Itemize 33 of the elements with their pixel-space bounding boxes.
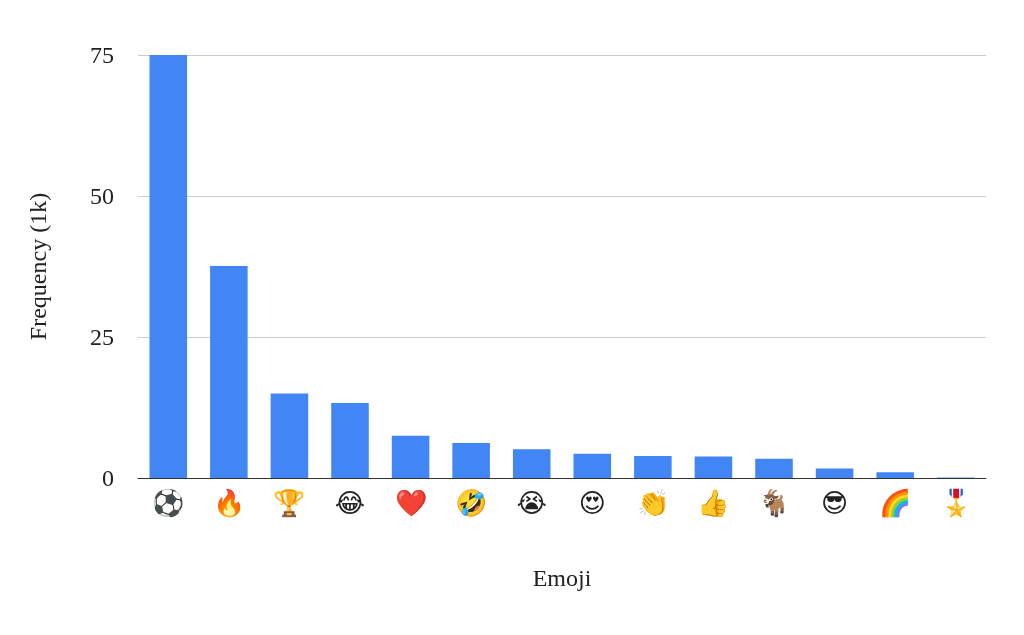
bar	[331, 402, 369, 478]
x-tick-label: 👍	[697, 488, 730, 518]
x-tick-label: 🤣	[454, 488, 488, 520]
bar	[694, 456, 733, 478]
x-tick-label: 👏	[636, 488, 669, 518]
bar	[512, 449, 551, 478]
x-tick-label: ⚽	[151, 488, 185, 518]
x-tick-label: 🏆	[273, 488, 306, 518]
x-tick-label: 😎	[821, 488, 849, 518]
x-tick-label: 🌈	[879, 487, 912, 518]
y-tick-label: 0	[102, 465, 114, 491]
bar	[634, 456, 672, 478]
bar	[815, 468, 854, 478]
x-tick-label: 🐐	[758, 488, 790, 518]
bar	[149, 55, 188, 478]
bar	[573, 453, 612, 478]
bar	[210, 265, 248, 478]
x-axis-title: Emoji	[532, 565, 592, 591]
bar	[452, 443, 490, 478]
y-tick-label: 25	[90, 324, 114, 350]
bar	[270, 393, 309, 478]
y-tick-label: 75	[90, 42, 114, 68]
x-tick-label: 🔥	[212, 488, 245, 518]
x-tick-label: ❤	[394, 488, 428, 518]
bar	[876, 472, 914, 478]
bar	[755, 458, 793, 478]
x-tick-label: 😭	[516, 488, 547, 518]
y-axis-title: Frequency (1k)	[25, 192, 51, 341]
x-tick-label: 🎖	[939, 488, 972, 518]
y-tick-label: 50	[90, 183, 114, 209]
x-tick-label: 😍	[578, 488, 606, 518]
bar	[391, 435, 430, 478]
x-tick-label: 😂	[334, 488, 366, 518]
